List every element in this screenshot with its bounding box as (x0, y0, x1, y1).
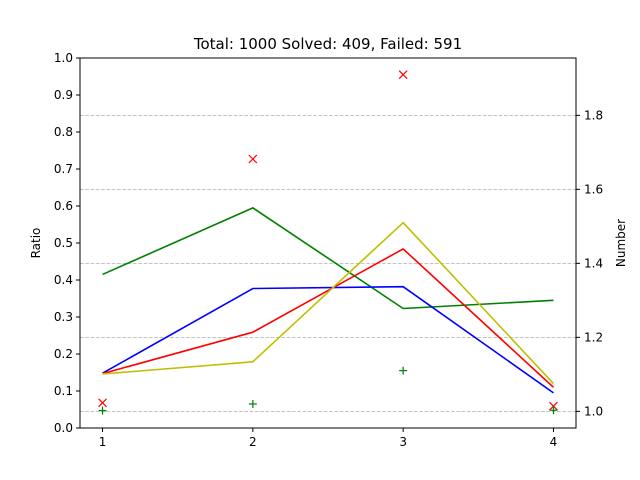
y-left-tick-label: 0.7 (54, 162, 73, 176)
marker-point (549, 401, 558, 411)
x-tick-label: 3 (399, 435, 407, 449)
x-tick-label: 4 (550, 435, 558, 449)
marker-point (398, 70, 408, 80)
chart-title: Total: 1000 Solved: 409, Failed: 591 (193, 35, 462, 53)
y-left-tick-label: 0.0 (54, 421, 73, 435)
series-line-3 (102, 221, 555, 385)
grid-lines (80, 114, 576, 412)
series-line-0 (102, 207, 554, 310)
marker-point (98, 398, 107, 408)
marker-point (399, 366, 408, 375)
data-series (98, 70, 558, 415)
y-left-tick-label: 0.1 (54, 384, 73, 398)
marker-point (98, 406, 107, 415)
marker-point (248, 399, 257, 408)
x-tick-label: 1 (99, 435, 107, 449)
marker-stroke (549, 401, 558, 411)
y-left-tick-label: 0.5 (54, 236, 73, 250)
y-left-tick-label: 1.0 (54, 51, 73, 65)
y-axis-right-label: Number (614, 219, 628, 267)
marker-stroke (98, 398, 107, 408)
y-left-tick-label: 0.4 (54, 273, 73, 287)
marker-point (248, 154, 258, 164)
y-right-tick-label: 1.6 (584, 182, 603, 196)
y-left-tick-label: 0.2 (54, 347, 73, 361)
y-left-tick-label: 0.3 (54, 310, 73, 324)
y-right-tick-label: 1.4 (584, 256, 603, 270)
marker-stroke (398, 70, 408, 80)
x-tick-label: 2 (249, 435, 257, 449)
tick-marks: 1 2 3 4 0.0 0.1 0.2 0.3 0.4 0.5 0.6 0.7 0.8 0.9 1.0 1.0… (54, 51, 603, 449)
y-left-tick-label: 0.8 (54, 125, 73, 139)
y-right-tick-label: 1.2 (584, 330, 603, 344)
marker-point (549, 406, 558, 415)
series-line-2 (102, 248, 554, 388)
y-left-tick-label: 0.6 (54, 199, 73, 213)
y-left-tick-label: 0.9 (54, 88, 73, 102)
series-line-1 (102, 285, 554, 394)
y-right-tick-label: 1.8 (584, 108, 603, 122)
y-axis-left-label: Ratio (29, 228, 43, 259)
y-right-tick-label: 1.0 (584, 404, 603, 418)
marker-stroke (248, 154, 258, 164)
